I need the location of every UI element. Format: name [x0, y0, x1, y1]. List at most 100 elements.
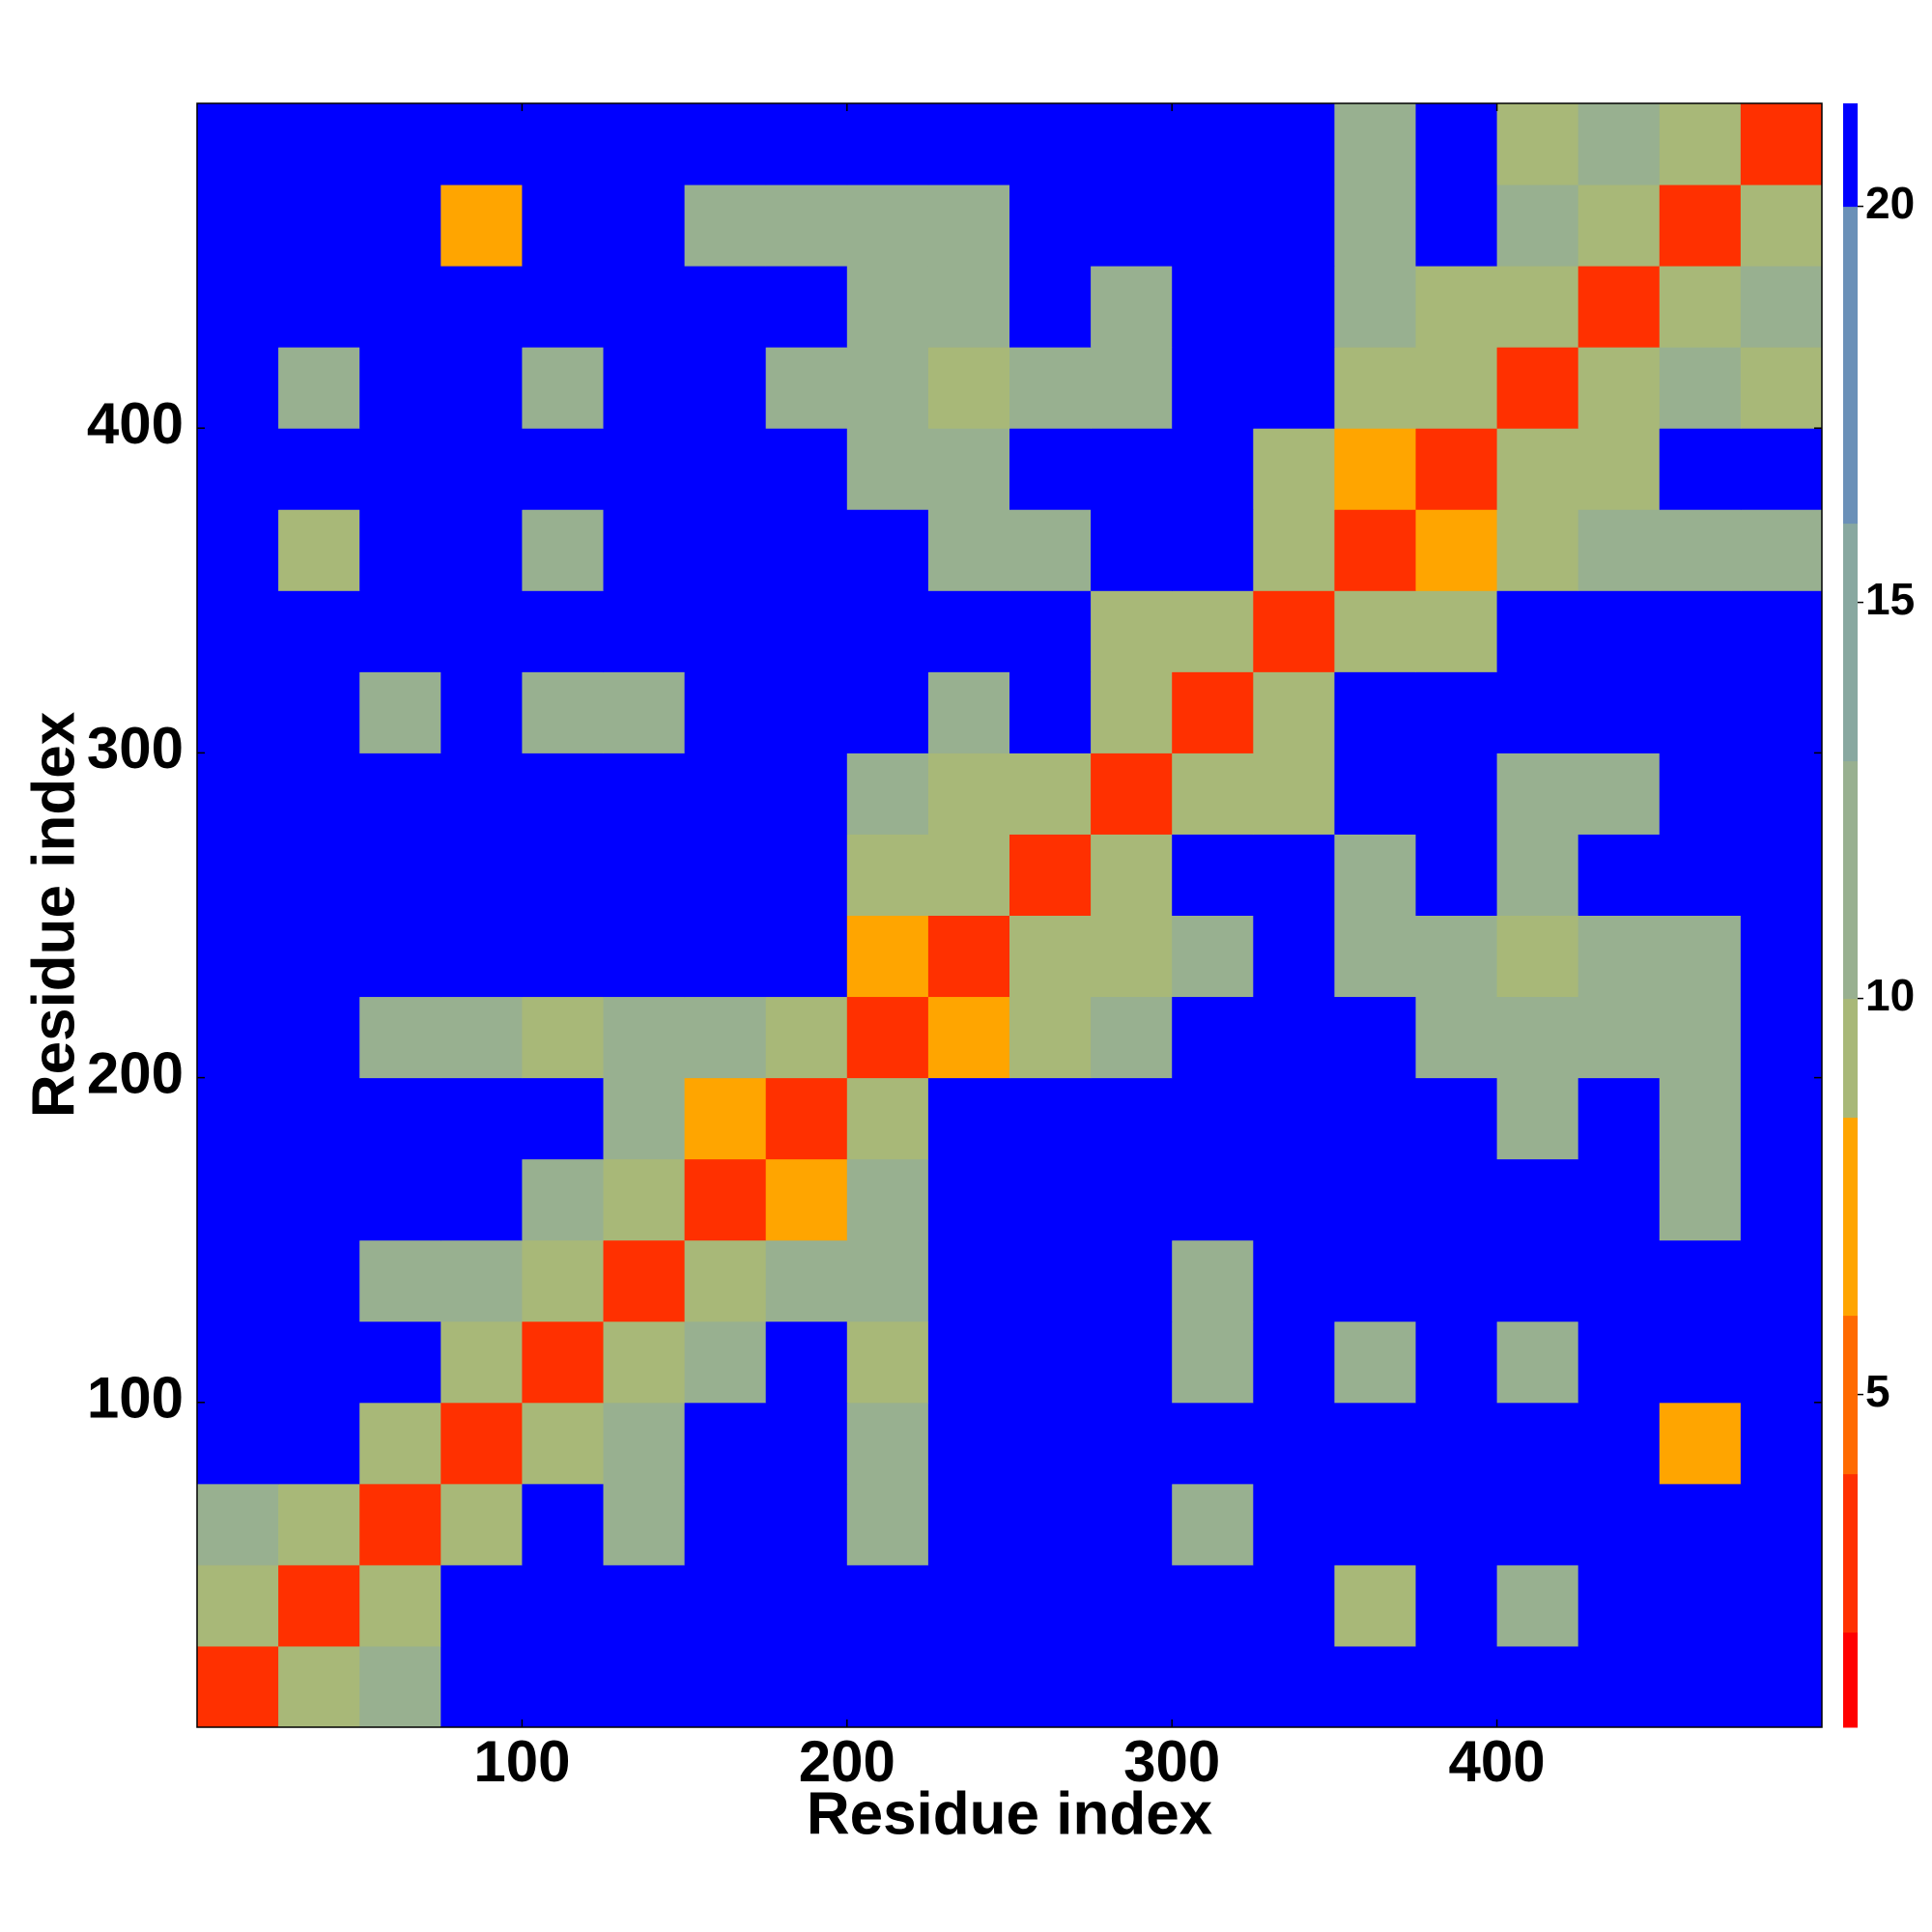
heatmap-cell [927, 509, 1010, 591]
heatmap-cell [1659, 1321, 1742, 1404]
heatmap-cell [197, 266, 279, 348]
heatmap-cell [278, 753, 360, 835]
heatmap-cell [440, 671, 523, 753]
heatmap-cell [603, 1077, 686, 1160]
heatmap-cell [1172, 915, 1254, 998]
heatmap-cell [1009, 347, 1092, 429]
heatmap-cell [927, 753, 1010, 835]
heatmap-cell [1659, 915, 1742, 998]
heatmap-cell [1740, 1077, 1823, 1160]
heatmap-cell [1740, 1402, 1823, 1485]
heatmap-cell [359, 1483, 441, 1566]
heatmap-cell [1009, 753, 1092, 835]
heatmap-cell [1172, 185, 1254, 267]
heatmap-cell [1172, 1645, 1254, 1728]
heatmap-cell [359, 671, 441, 753]
colorbar-band [1843, 206, 1858, 525]
heatmap-cell [1334, 185, 1416, 267]
heatmap-cell [1334, 590, 1416, 672]
x-tick-label: 400 [1449, 1729, 1546, 1794]
heatmap-cell [846, 103, 929, 185]
y-tick-label: 100 [87, 1366, 184, 1431]
heatmap-cell [1334, 1564, 1416, 1647]
heatmap-cell [1334, 1077, 1416, 1160]
heatmap-cell [927, 1077, 1010, 1160]
heatmap-cell [197, 185, 279, 267]
heatmap-cell [440, 1483, 523, 1566]
heatmap-cell [359, 103, 441, 185]
heatmap-cell [1009, 509, 1092, 591]
heatmap-cell [1091, 590, 1173, 672]
heatmap-cell [1172, 834, 1254, 916]
heatmap-cell [1091, 266, 1173, 348]
heatmap-cell [765, 1483, 848, 1566]
heatmap-cell [846, 1402, 929, 1485]
heatmap-cell [1009, 266, 1092, 348]
heatmap-cell [522, 996, 604, 1079]
heatmap-cell [1577, 671, 1661, 753]
heatmap-cell [1659, 428, 1742, 510]
heatmap-cell [522, 915, 604, 998]
heatmap-cell [1172, 428, 1254, 510]
heatmap-cell [1659, 185, 1742, 267]
heatmap-cell [1415, 1239, 1498, 1322]
heatmap-cell [1415, 185, 1498, 267]
heatmap-cell [1334, 834, 1416, 916]
heatmap-cell [927, 1645, 1010, 1728]
heatmap-cell [927, 428, 1010, 510]
colorbar-tick-label: 20 [1865, 178, 1915, 228]
heatmap-cell [359, 1645, 441, 1728]
heatmap-cell [846, 1321, 929, 1404]
heatmap-cell [278, 1402, 360, 1485]
heatmap-cell [359, 266, 441, 348]
heatmap-cell [1496, 1402, 1579, 1485]
heatmap-cell [1740, 996, 1823, 1079]
heatmap-cell [197, 428, 279, 510]
heatmap-cell [1334, 1239, 1416, 1322]
heatmap-cell [1496, 266, 1579, 348]
heatmap-cell [1253, 1483, 1335, 1566]
heatmap-cell [1415, 1645, 1498, 1728]
colorbar-tick-label: 15 [1865, 574, 1915, 624]
heatmap-cell [684, 266, 767, 348]
heatmap-cell [1253, 753, 1335, 835]
heatmap-cell [1577, 590, 1661, 672]
heatmap-cell [1740, 671, 1823, 753]
heatmap-cell [1496, 1645, 1579, 1728]
heatmap-cell [603, 103, 686, 185]
heatmap-cell [1659, 834, 1742, 916]
heatmap-cell [197, 1077, 279, 1160]
heatmap-cell [1334, 266, 1416, 348]
heatmap-cell [197, 1321, 279, 1404]
heatmap-cell [1172, 1483, 1254, 1566]
heatmap-cell [359, 1239, 441, 1322]
heatmap-cell [522, 753, 604, 835]
heatmap-cell [765, 185, 848, 267]
heatmap-cell [684, 834, 767, 916]
heatmap-cell [1415, 1402, 1498, 1485]
heatmap-cell [603, 428, 686, 510]
heatmap-cell [1659, 1239, 1742, 1322]
heatmap-cell [1496, 1483, 1579, 1566]
heatmap-cell [197, 509, 279, 591]
heatmap-cell [1415, 1321, 1498, 1404]
heatmap-cell [1334, 347, 1416, 429]
heatmap-cell [1659, 753, 1742, 835]
heatmap-cell [684, 1077, 767, 1160]
heatmap-cell [197, 590, 279, 672]
heatmap-cell [1740, 428, 1823, 510]
heatmap-cell [846, 1239, 929, 1322]
heatmap-cell [440, 1645, 523, 1728]
heatmap-cell [765, 996, 848, 1079]
heatmap-cell [927, 185, 1010, 267]
heatmap-cell [684, 185, 767, 267]
heatmap-cell [197, 1239, 279, 1322]
heatmap-cell [359, 1321, 441, 1404]
colorbar-band [1843, 1117, 1858, 1317]
heatmap-cell [1253, 671, 1335, 753]
heatmap-cell [1091, 1645, 1173, 1728]
heatmap-cell [1415, 103, 1498, 185]
heatmap-cell [1172, 753, 1254, 835]
heatmap-cell [846, 428, 929, 510]
heatmap-cell [684, 753, 767, 835]
